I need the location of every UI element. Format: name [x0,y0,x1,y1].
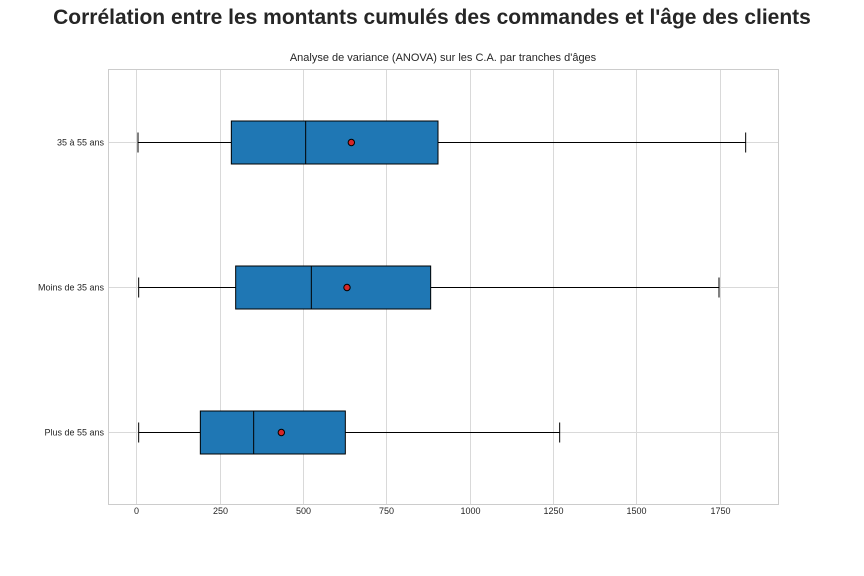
x-tick-label: 750 [379,506,394,516]
x-tick-label: 1500 [626,506,646,516]
chart-suptitle: Corrélation entre les montants cumulés d… [53,6,811,29]
mean-marker [343,283,351,292]
x-tick-label: 500 [296,506,311,516]
y-tick-label: Moins de 35 ans [38,283,105,293]
mean-marker [347,138,356,147]
x-tick-label: 0 [134,506,139,516]
boxplot-series [137,120,747,455]
y-tick-label: Plus de 55 ans [44,428,104,438]
x-tick-label: 1000 [460,506,480,516]
plot-frame [108,69,779,505]
mean-marker [277,428,286,437]
axis-labels: 0 250 500 750 1000 1250 1500 1750 35 à 55 ans Moi… [38,138,731,517]
iqr-box [230,120,439,165]
x-tick-label: 1250 [543,506,563,516]
iqr-box [235,265,432,310]
iqr-box [199,410,346,455]
x-tick-label: 250 [213,506,228,516]
chart-subtitle: Analyse de variance (ANOVA) sur les C.A.… [289,52,597,64]
x-tick-label: 1750 [710,506,730,516]
y-tick-label: 35 à 55 ans [57,138,105,148]
